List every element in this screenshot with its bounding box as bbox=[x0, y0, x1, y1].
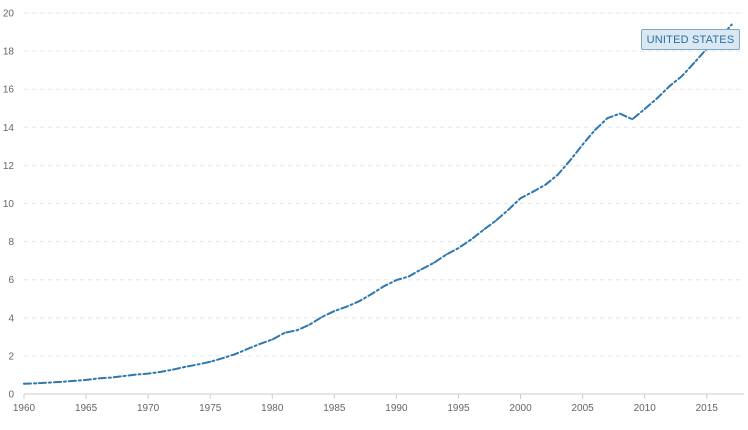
data-point-1974 bbox=[196, 363, 199, 366]
data-point-2011 bbox=[656, 97, 658, 100]
data-point-1992 bbox=[420, 268, 423, 271]
data-point-1981 bbox=[283, 331, 286, 334]
x-tick-label-1980: 1980 bbox=[261, 403, 284, 414]
data-point-1963 bbox=[60, 380, 63, 383]
data-point-1985 bbox=[333, 310, 336, 312]
y-tick-labels: 0 2 4 6 8 10 12 14 16 18 20 bbox=[3, 9, 15, 401]
x-tick-labels: 1960 1965 1970 1975 1980 1985 1990 1995 2000 2005… bbox=[13, 403, 718, 414]
data-point-2001 bbox=[532, 190, 534, 193]
data-point-1990 bbox=[395, 279, 398, 281]
x-tick-label-1960: 1960 bbox=[13, 403, 36, 414]
x-tick-label-1970: 1970 bbox=[137, 403, 160, 414]
data-point-2005 bbox=[581, 143, 584, 146]
x-tick-label-1985: 1985 bbox=[323, 403, 346, 414]
series-line-united-states[interactable] bbox=[23, 23, 733, 385]
data-point-1970 bbox=[147, 372, 150, 375]
data-point-2012 bbox=[668, 85, 671, 88]
data-point-1964 bbox=[72, 380, 75, 382]
data-point-2007 bbox=[606, 117, 609, 120]
series-label-united-states[interactable]: UNITED STATES bbox=[641, 29, 740, 50]
data-point-1967 bbox=[110, 376, 112, 379]
data-point-1966 bbox=[97, 377, 100, 380]
x-tick-label-2010: 2010 bbox=[634, 403, 657, 414]
data-point-1973 bbox=[184, 365, 187, 368]
data-point-2010 bbox=[643, 108, 646, 110]
y-tick-label-20: 20 bbox=[3, 9, 15, 20]
data-point-2003 bbox=[556, 173, 559, 176]
y-tick-label-12: 12 bbox=[3, 161, 15, 172]
data-point-1996 bbox=[470, 238, 472, 241]
data-point-1988 bbox=[370, 293, 373, 295]
y-tick-label-4: 4 bbox=[8, 313, 14, 324]
x-tick-label-1990: 1990 bbox=[385, 403, 408, 414]
data-point-1976 bbox=[221, 357, 224, 360]
grid-lines bbox=[24, 12, 744, 357]
data-point-1980 bbox=[271, 338, 274, 341]
data-point-2014 bbox=[693, 61, 696, 64]
y-tick-label-0: 0 bbox=[8, 390, 14, 401]
data-point-2002 bbox=[544, 183, 547, 186]
data-point-1991 bbox=[407, 275, 410, 278]
data-point-2006 bbox=[594, 129, 596, 131]
y-tick-label-8: 8 bbox=[8, 237, 14, 248]
data-point-1997 bbox=[482, 229, 485, 231]
data-point-1965 bbox=[85, 379, 87, 381]
series-lines bbox=[23, 23, 733, 385]
data-point-1975 bbox=[209, 360, 212, 363]
data-point-2017 bbox=[730, 23, 733, 26]
y-tick-label-18: 18 bbox=[3, 47, 15, 58]
data-point-2009 bbox=[631, 118, 634, 121]
x-axis bbox=[23, 393, 744, 399]
data-point-1998 bbox=[494, 219, 497, 222]
data-point-1961 bbox=[35, 382, 38, 385]
y-tick-label-10: 10 bbox=[3, 199, 15, 210]
data-point-1983 bbox=[308, 323, 311, 326]
x-tick-label-2000: 2000 bbox=[509, 403, 532, 414]
y-tick-label-6: 6 bbox=[8, 275, 14, 286]
data-point-2000 bbox=[519, 197, 522, 200]
data-point-1978 bbox=[246, 348, 249, 350]
data-point-1969 bbox=[134, 373, 137, 376]
y-tick-label-16: 16 bbox=[3, 85, 15, 96]
y-tick-label-14: 14 bbox=[3, 123, 15, 134]
x-tick-label-2015: 2015 bbox=[696, 403, 719, 414]
data-point-1968 bbox=[122, 375, 125, 377]
data-point-1994 bbox=[445, 253, 447, 256]
y-tick-label-2: 2 bbox=[8, 351, 14, 362]
data-point-1984 bbox=[321, 316, 323, 318]
data-point-1987 bbox=[358, 300, 361, 303]
data-point-1982 bbox=[296, 329, 298, 332]
x-tick-label-1995: 1995 bbox=[447, 403, 470, 414]
x-tick-label-2005: 2005 bbox=[571, 403, 594, 414]
data-point-1989 bbox=[383, 285, 385, 288]
data-point-1993 bbox=[432, 262, 435, 264]
data-point-2004 bbox=[569, 159, 572, 162]
data-point-1999 bbox=[507, 209, 509, 211]
data-point-1962 bbox=[47, 381, 50, 384]
data-point-1971 bbox=[159, 371, 162, 373]
data-point-1977 bbox=[234, 353, 236, 356]
data-point-1972 bbox=[172, 368, 174, 371]
data-point-1979 bbox=[259, 343, 261, 345]
x-tick-label-1975: 1975 bbox=[199, 403, 222, 414]
data-point-2008 bbox=[619, 112, 621, 115]
data-point-1960 bbox=[23, 382, 25, 385]
x-tick-label-1965: 1965 bbox=[75, 403, 98, 414]
data-point-1986 bbox=[345, 305, 348, 308]
data-point-2013 bbox=[681, 75, 683, 77]
data-point-1995 bbox=[457, 247, 460, 250]
